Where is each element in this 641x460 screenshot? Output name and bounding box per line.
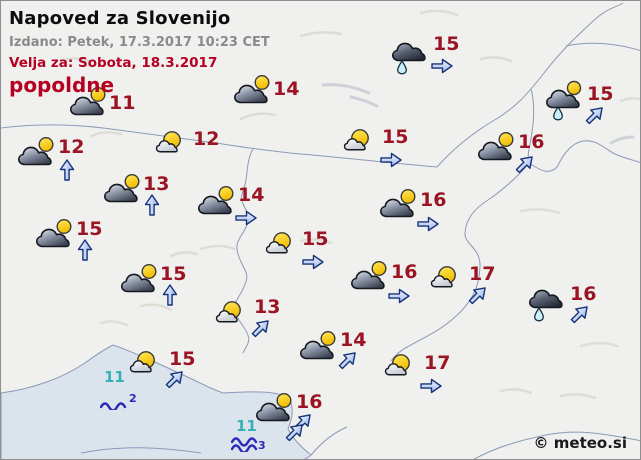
mostly-sunny-icon	[384, 353, 414, 380]
partly-cloudy-icon	[67, 85, 109, 121]
temperature-label: 12	[193, 128, 220, 150]
temperature-label: 15	[76, 218, 103, 240]
mostly-sunny-icon	[343, 128, 373, 155]
sea-area	[1, 344, 312, 459]
issued-line: Izdano: Petek, 17.3.2017 10:23 CET	[9, 34, 270, 50]
period-label: popoldne	[9, 73, 115, 98]
wind-arrow-right-icon	[380, 149, 402, 175]
partly-cloudy-icon	[377, 187, 419, 223]
mostly-sunny-icon	[129, 350, 159, 377]
header: Napoved za Slovenijo Izdano: Petek, 17.3…	[9, 8, 270, 98]
temperature-label: 16	[518, 131, 545, 153]
partly-cloudy-icon	[253, 391, 295, 427]
wind-arrow-ne-icon	[337, 349, 359, 375]
wind-arrow-ne-icon	[250, 317, 272, 343]
mostly-sunny-icon	[155, 130, 185, 157]
rain-icon	[389, 37, 431, 79]
wind-arrow-right-icon	[420, 375, 442, 401]
sea-temperature-label: 11	[236, 417, 257, 435]
partly-cloudy-icon	[33, 217, 75, 253]
temperature-label: 17	[469, 263, 496, 285]
mostly-sunny-icon	[215, 300, 245, 327]
wind-arrow-up-icon	[159, 284, 181, 310]
partly-cloudy-icon	[297, 329, 339, 365]
wind-arrow-right-icon	[388, 285, 410, 311]
wind-arrow-ne-icon	[584, 104, 606, 130]
temperature-label: 16	[391, 261, 418, 283]
temperature-label: 16	[420, 189, 447, 211]
temperature-label: 14	[273, 78, 300, 100]
temperature-label: 15	[587, 83, 614, 105]
wind-arrow-right-icon	[302, 251, 324, 277]
temperature-label: 15	[160, 263, 187, 285]
wave-height-icon	[230, 437, 259, 456]
partly-cloudy-icon	[101, 172, 143, 208]
wind-arrow-ne-icon	[569, 303, 591, 329]
partly-cloudy-icon	[475, 130, 517, 166]
temperature-label: 17	[424, 352, 451, 374]
page-title: Napoved za Slovenijo	[9, 8, 231, 29]
temperature-label: 11	[109, 92, 136, 114]
temperature-label: 13	[143, 173, 170, 195]
mostly-sunny-icon	[430, 265, 460, 292]
partly-cloudy-rain-icon	[544, 79, 586, 125]
partly-cloudy-icon	[195, 184, 237, 220]
temperature-label: 15	[169, 348, 196, 370]
temperature-label: 14	[340, 329, 367, 351]
wind-arrow-up-icon	[56, 159, 78, 185]
rain-icon	[526, 284, 568, 326]
temperature-label: 14	[238, 184, 265, 206]
temperature-label: 15	[382, 126, 409, 148]
partly-cloudy-icon	[15, 135, 57, 171]
sea-temperature-label: 11	[104, 368, 125, 386]
copyright: © meteo.si	[533, 434, 627, 452]
partly-cloudy-icon	[348, 259, 390, 295]
valid-for-line: Velja za: Sobota, 18.3.2017	[9, 54, 218, 71]
wind-arrow-up-icon	[141, 194, 163, 220]
temperature-label: 16	[296, 391, 323, 413]
wind-arrow-ne-icon	[467, 284, 489, 310]
wind-arrow-ne-icon	[514, 153, 536, 179]
wind-arrow-right-icon	[431, 55, 453, 81]
wave-height-icon	[99, 395, 128, 414]
temperature-label: 16	[570, 283, 597, 305]
mostly-sunny-icon	[265, 231, 295, 258]
wind-arrow-right-icon	[417, 213, 439, 239]
wind-arrow-ne-double-icon	[284, 421, 306, 447]
partly-cloudy-icon	[118, 262, 160, 298]
temperature-label: 15	[302, 228, 329, 250]
wind-arrow-right-icon	[235, 207, 257, 233]
temperature-label: 15	[433, 33, 460, 55]
temperature-label: 13	[254, 296, 281, 318]
wave-height-value: 3	[258, 439, 266, 452]
terrain-texture	[59, 9, 640, 400]
partly-cloudy-icon	[231, 73, 273, 109]
temperature-label: 12	[58, 136, 85, 158]
mountain-ridge-texture	[321, 83, 635, 145]
wind-arrow-up-icon	[74, 239, 96, 265]
wind-arrow-ne-icon	[164, 368, 186, 394]
wave-height-value: 2	[129, 392, 137, 405]
